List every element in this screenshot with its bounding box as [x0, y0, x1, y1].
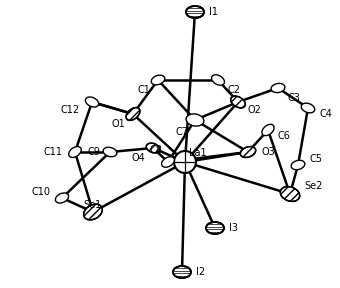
- Ellipse shape: [240, 147, 256, 158]
- Text: C12: C12: [61, 105, 80, 115]
- Ellipse shape: [84, 204, 102, 220]
- Ellipse shape: [174, 151, 196, 173]
- Ellipse shape: [301, 103, 315, 113]
- Ellipse shape: [173, 266, 191, 278]
- Text: C10: C10: [31, 187, 50, 197]
- Ellipse shape: [271, 84, 285, 93]
- Text: C11: C11: [44, 147, 63, 157]
- Ellipse shape: [186, 6, 204, 18]
- Ellipse shape: [186, 114, 204, 126]
- Ellipse shape: [69, 147, 81, 158]
- Text: I2: I2: [196, 267, 205, 277]
- Text: C1: C1: [137, 85, 150, 95]
- Text: Se1: Se1: [84, 200, 102, 210]
- Ellipse shape: [126, 108, 140, 120]
- Ellipse shape: [280, 187, 300, 201]
- Text: La1: La1: [189, 148, 207, 158]
- Text: I1: I1: [209, 7, 218, 17]
- Ellipse shape: [85, 97, 99, 107]
- Text: C9: C9: [87, 147, 100, 157]
- Ellipse shape: [231, 96, 245, 108]
- Ellipse shape: [151, 75, 165, 85]
- Text: C5: C5: [310, 154, 323, 164]
- Ellipse shape: [291, 160, 305, 170]
- Text: O4: O4: [131, 153, 145, 163]
- Ellipse shape: [162, 157, 174, 167]
- Text: C7: C7: [176, 127, 189, 137]
- Ellipse shape: [55, 193, 69, 203]
- Ellipse shape: [211, 75, 224, 85]
- Text: O3: O3: [262, 147, 276, 157]
- Ellipse shape: [262, 124, 274, 136]
- Text: O1: O1: [111, 119, 125, 129]
- Text: C8: C8: [149, 145, 162, 155]
- Ellipse shape: [206, 222, 224, 234]
- Text: C2: C2: [228, 85, 241, 95]
- Text: I3: I3: [229, 223, 238, 233]
- Text: C4: C4: [320, 109, 333, 119]
- Text: C6: C6: [278, 131, 291, 141]
- Text: C3: C3: [288, 93, 301, 103]
- Text: O2: O2: [248, 105, 262, 115]
- Ellipse shape: [146, 143, 160, 153]
- Ellipse shape: [103, 147, 117, 157]
- Text: Se2: Se2: [304, 181, 322, 191]
